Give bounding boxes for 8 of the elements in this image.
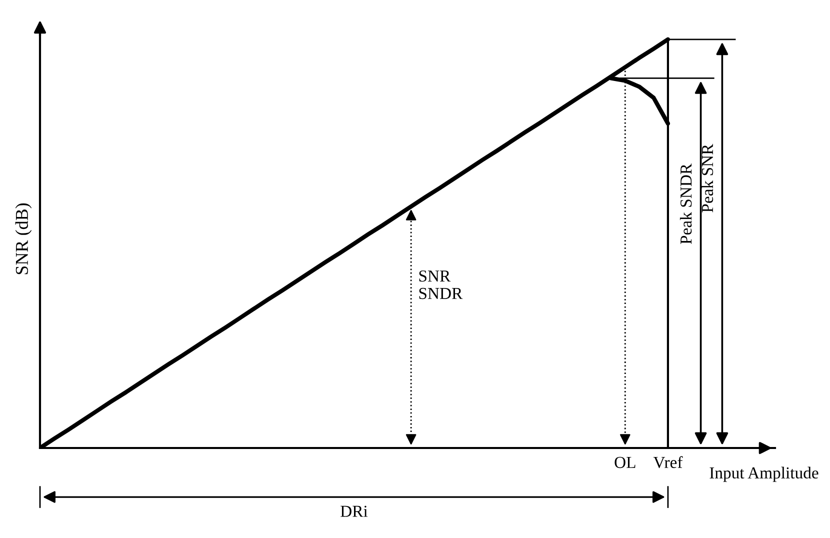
x-tick-label: OL xyxy=(614,456,636,468)
text: DRi xyxy=(340,506,368,517)
y-axis-title: SNR (dB) xyxy=(15,203,32,274)
x-tick-label: Vref xyxy=(653,456,683,468)
annotation: Peak SNR xyxy=(701,144,714,212)
annotation: SNR SNDR xyxy=(419,270,463,300)
x-axis-title: Input Amplitude xyxy=(710,466,818,482)
annotation: Peak SNDR xyxy=(680,163,692,244)
